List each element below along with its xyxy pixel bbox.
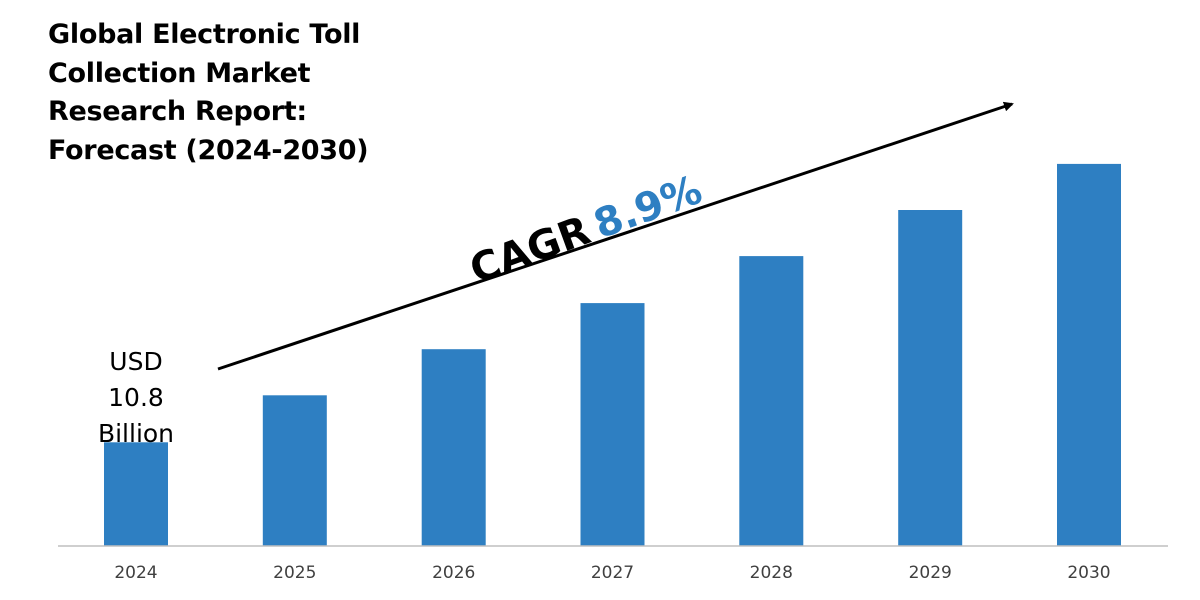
title-line: Forecast (2024-2030)	[48, 134, 369, 166]
bars-group	[104, 163, 1121, 546]
bar-2028	[739, 256, 804, 546]
bar-2030	[1057, 163, 1121, 546]
x-tick-label: 2028	[750, 563, 793, 583]
x-tick-label: 2025	[273, 563, 316, 583]
bar-2029	[898, 210, 963, 546]
bar-2026	[421, 349, 486, 546]
bar-2027	[580, 303, 645, 546]
title-line: Collection Market	[48, 57, 311, 89]
growth-arrow	[217, 101, 1014, 371]
x-tick-label: 2029	[909, 563, 952, 583]
chart-title: Global Electronic Toll Collection Market…	[48, 16, 408, 170]
value-label-line: USD	[109, 347, 163, 376]
bar-2025	[262, 395, 327, 546]
title-line: Global Electronic Toll	[48, 19, 361, 50]
first-bar-value-label: USD 10.8 Billion	[80, 344, 192, 452]
bar-2024	[104, 442, 168, 546]
x-tick-labels: 2024 2025 2026 2027 2028 2029 2030	[114, 563, 1110, 583]
x-tick-label: 2026	[432, 563, 475, 583]
value-label-line: Billion	[97, 419, 175, 448]
x-tick-label: 2024	[114, 563, 157, 583]
x-tick-label: 2027	[591, 563, 634, 583]
title-line: Research Report:	[48, 96, 307, 127]
x-tick-label: 2030	[1067, 563, 1110, 583]
value-label-line: 10.8	[108, 383, 164, 412]
